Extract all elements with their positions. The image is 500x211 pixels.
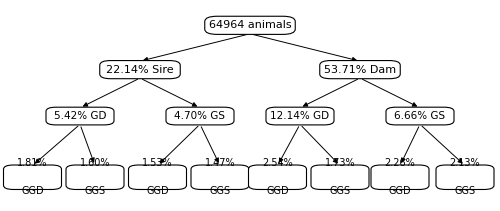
FancyBboxPatch shape (205, 16, 295, 34)
Text: 64964 animals: 64964 animals (208, 20, 292, 30)
Text: 4.70% GS: 4.70% GS (174, 111, 226, 121)
Text: 22.14% Sire: 22.14% Sire (106, 65, 174, 75)
Text: 1.73%

GGS: 1.73% GGS (324, 158, 356, 196)
Text: 1.81%

GGD: 1.81% GGD (17, 158, 48, 196)
Text: 2.54%

GGD: 2.54% GGD (262, 158, 293, 196)
Text: 2.13%

GGS: 2.13% GGS (450, 158, 480, 196)
Text: 1.53%

GGD: 1.53% GGD (142, 158, 173, 196)
FancyBboxPatch shape (320, 61, 400, 79)
FancyBboxPatch shape (4, 165, 61, 189)
Text: 12.14% GD: 12.14% GD (270, 111, 330, 121)
FancyBboxPatch shape (371, 165, 429, 189)
FancyBboxPatch shape (100, 61, 180, 79)
FancyBboxPatch shape (191, 165, 249, 189)
FancyBboxPatch shape (46, 107, 114, 125)
Text: 5.42% GD: 5.42% GD (54, 111, 106, 121)
Text: 1.60%

GGS: 1.60% GGS (80, 158, 110, 196)
Text: 6.66% GS: 6.66% GS (394, 111, 446, 121)
FancyBboxPatch shape (166, 107, 234, 125)
Text: 1.47%

GGS: 1.47% GGS (204, 158, 236, 196)
FancyBboxPatch shape (128, 165, 186, 189)
Text: 53.71% Dam: 53.71% Dam (324, 65, 396, 75)
Text: 2.26%

GGD: 2.26% GGD (384, 158, 416, 196)
FancyBboxPatch shape (386, 107, 454, 125)
FancyBboxPatch shape (311, 165, 369, 189)
FancyBboxPatch shape (266, 107, 334, 125)
FancyBboxPatch shape (436, 165, 494, 189)
FancyBboxPatch shape (66, 165, 124, 189)
FancyBboxPatch shape (248, 165, 306, 189)
